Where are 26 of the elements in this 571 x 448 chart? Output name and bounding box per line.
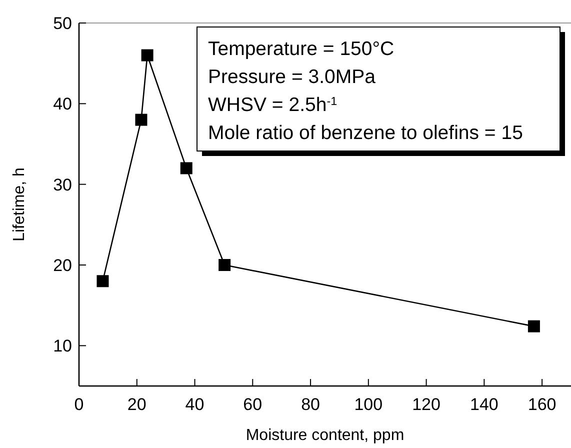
point <box>218 259 231 271</box>
annotation: Temperature = 150°C <box>208 38 394 60</box>
x-tick-label: 100 <box>354 395 383 414</box>
y-axis-title: Lifetime, h <box>11 168 28 242</box>
x-tick-label: 120 <box>412 395 440 414</box>
point <box>141 49 154 62</box>
point <box>96 275 109 288</box>
x-tick-label: 0 <box>74 395 84 414</box>
y-tick-label: 20 <box>53 256 72 275</box>
point <box>135 114 148 126</box>
x-axis-title: Moisture content, ppm <box>246 427 404 444</box>
y-tick-label: 50 <box>53 14 72 33</box>
x-tick-label: 140 <box>470 395 498 414</box>
x-tick-label: 80 <box>301 395 320 414</box>
x-tick-label: 60 <box>243 395 262 414</box>
point <box>180 162 192 174</box>
annotation: Mole ratio of benzene to olefins = 15 <box>208 122 524 144</box>
annotation: Pressure = 3.0MPa <box>208 66 376 88</box>
y-tick-label: 10 <box>53 336 72 356</box>
x-tick-label: 20 <box>127 395 146 414</box>
y-tick-label: 40 <box>53 94 72 114</box>
y-tick-label: 30 <box>53 175 72 194</box>
x-tick-label: 160 <box>528 395 556 414</box>
x-tick-label: 40 <box>185 395 204 414</box>
annotation: WHSV = 2.5h$^{-1}$ <box>208 94 338 116</box>
point <box>528 320 540 332</box>
